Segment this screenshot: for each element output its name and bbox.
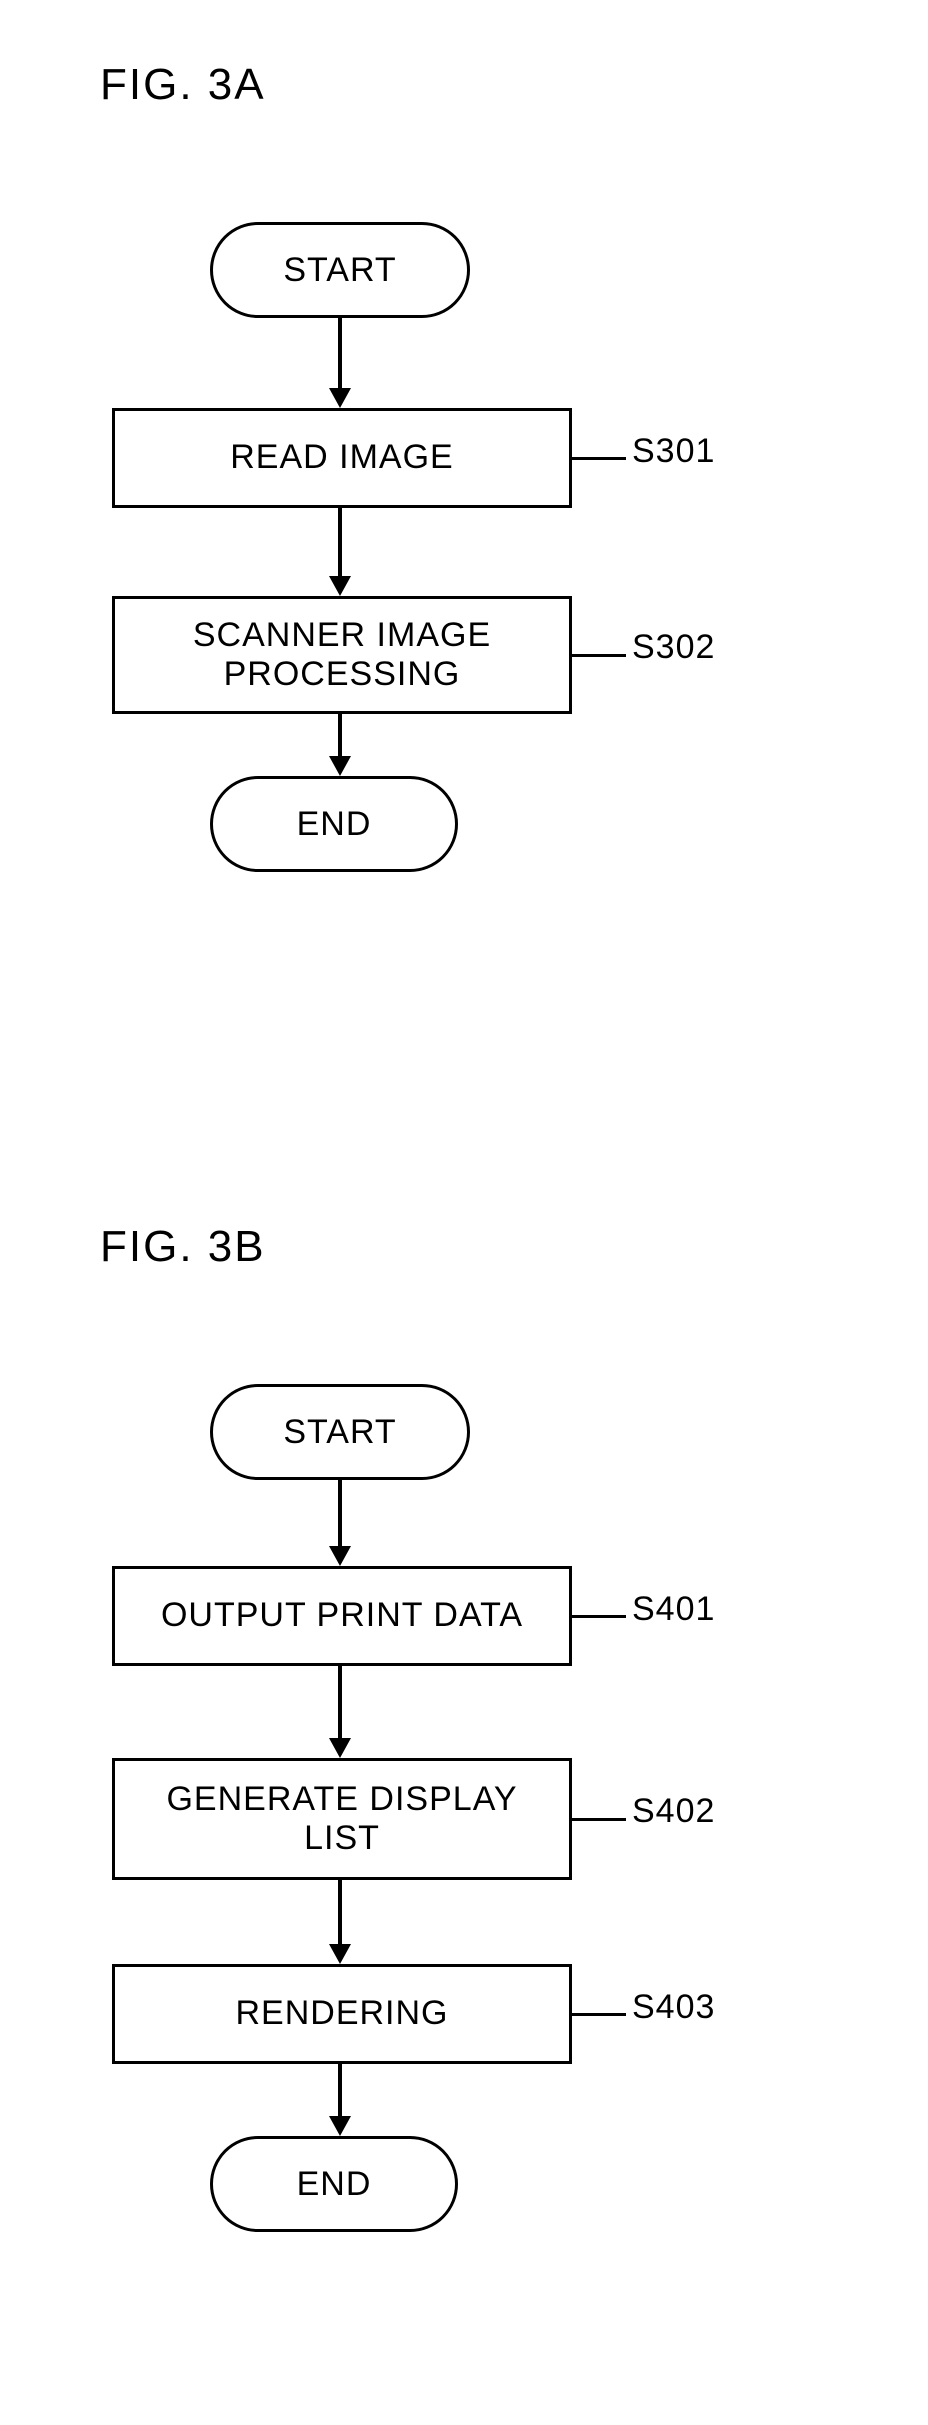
flow-arrow-head [329,2116,351,2136]
figure-b-step-2-id: S402 [632,1792,715,1831]
step-connector-tick [572,2013,626,2016]
figure-b-step-1-id: S401 [632,1590,715,1629]
figure-b-step-3: RENDERING [112,1964,572,2064]
flow-arrow-line [338,1880,342,1946]
flow-arrow-head [329,576,351,596]
flow-arrow-head [329,1546,351,1566]
figure-a-step-2-id: S302 [632,628,715,667]
flow-arrow-head [329,1738,351,1758]
flow-arrow-head [329,756,351,776]
flow-arrow-line [338,1666,342,1740]
figure-b-step-3-id: S403 [632,1988,715,2027]
flow-arrow-head [329,1944,351,1964]
flow-arrow-line [338,714,342,758]
figure-b-start-terminator: START [210,1384,470,1480]
figure-b-end-terminator: END [210,2136,458,2232]
figure-a-step-2: SCANNER IMAGEPROCESSING [112,596,572,714]
figure-a-start-terminator: START [210,222,470,318]
page: FIG. 3A START READ IMAGE S301 SCANNER IM… [0,0,928,2425]
step-connector-tick [572,654,626,657]
figure-b-title: FIG. 3B [100,1222,266,1272]
figure-b-step-2: GENERATE DISPLAYLIST [112,1758,572,1880]
figure-b-step-1: OUTPUT PRINT DATA [112,1566,572,1666]
figure-a-end-terminator: END [210,776,458,872]
flow-arrow-line [338,1480,342,1548]
step-connector-tick [572,1818,626,1821]
flow-arrow-line [338,508,342,578]
step-connector-tick [572,1615,626,1618]
flow-arrow-line [338,318,342,390]
figure-a-step-1-id: S301 [632,432,715,471]
figure-a-title: FIG. 3A [100,60,266,110]
figure-a-step-1: READ IMAGE [112,408,572,508]
flow-arrow-head [329,388,351,408]
flow-arrow-line [338,2064,342,2118]
step-connector-tick [572,457,626,460]
